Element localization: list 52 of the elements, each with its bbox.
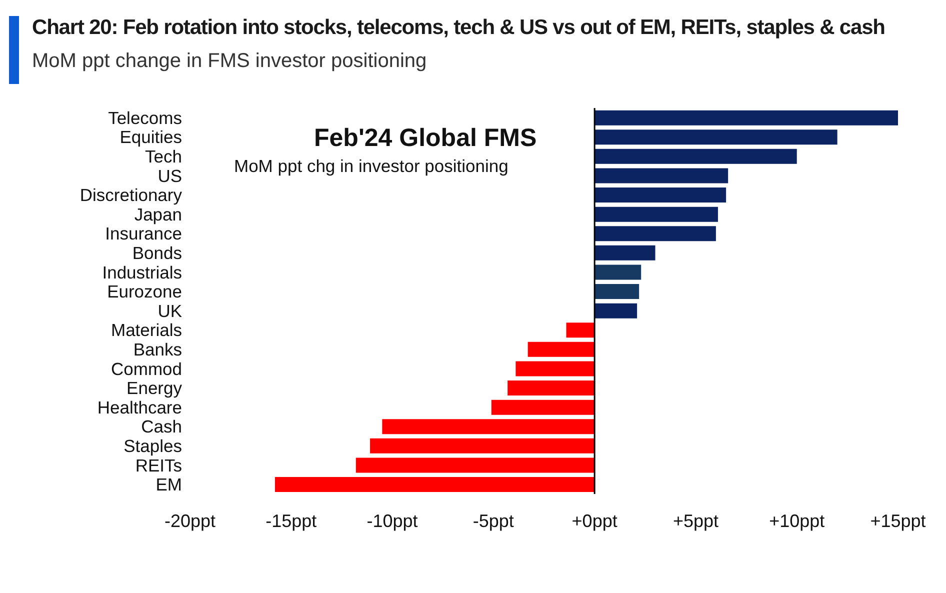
- chart-subtitle: MoM ppt change in FMS investor positioning: [32, 50, 427, 73]
- bar: [382, 419, 595, 434]
- y-tick-label: REITs: [135, 455, 182, 476]
- y-tick-label: UK: [158, 300, 182, 321]
- y-tick-label: EM: [156, 474, 182, 495]
- bar: [356, 458, 595, 473]
- bar: [594, 226, 716, 242]
- annotation: MoM ppt chg in investor positioning: [234, 156, 508, 177]
- y-tick-label: Materials: [111, 320, 182, 340]
- bar: [491, 400, 595, 415]
- y-tick-label: Telecoms: [108, 108, 182, 128]
- bar: [594, 188, 726, 203]
- annotation: Feb'24 Global FMS: [314, 124, 537, 153]
- y-tick-label: Staples: [124, 436, 182, 456]
- y-tick-label: Industrials: [102, 262, 182, 282]
- y-tick-label: Healthcare: [97, 397, 182, 418]
- bar: [594, 130, 838, 145]
- bar: [594, 264, 642, 280]
- y-tick-label: Eurozone: [107, 282, 182, 302]
- bar: [528, 342, 595, 357]
- y-tick-label: Bonds: [132, 242, 182, 263]
- bar: [516, 361, 595, 376]
- x-tick-label: -10ppt: [366, 510, 418, 531]
- x-tick-label: +15ppt: [870, 510, 926, 531]
- bar: [594, 303, 638, 318]
- y-tick-label: Energy: [126, 378, 182, 398]
- bar: [274, 477, 595, 492]
- x-tick-label: +10ppt: [769, 510, 825, 531]
- x-tick-label: -15ppt: [266, 510, 317, 531]
- y-tick-label: Insurance: [105, 224, 182, 244]
- bar: [566, 322, 595, 338]
- y-tick-label: Banks: [133, 339, 182, 360]
- bar: [594, 284, 640, 300]
- x-tick-label: -20ppt: [164, 510, 216, 531]
- y-tick-label: Discretionary: [80, 185, 182, 206]
- x-tick-label: +5ppt: [672, 510, 718, 531]
- bar: [508, 380, 595, 396]
- bar: [594, 245, 656, 260]
- y-tick-label: US: [158, 166, 182, 186]
- bar: [594, 206, 718, 222]
- x-tick-label: +0ppt: [572, 510, 618, 531]
- bar: [594, 148, 797, 164]
- y-tick-label: Tech: [145, 146, 182, 166]
- bar: [594, 168, 728, 184]
- y-tick-label: Japan: [134, 204, 182, 224]
- bar: [370, 438, 595, 454]
- y-tick-label: Equities: [120, 127, 182, 148]
- x-tick-label: -5ppt: [472, 510, 514, 531]
- y-tick-label: Cash: [141, 416, 182, 437]
- bar: [594, 110, 898, 126]
- chart-title: Chart 20: Feb rotation into stocks, telecoms, tech & US vs out of EM, REITs, staples & cash: [32, 16, 885, 40]
- y-tick-label: Commod: [111, 358, 182, 379]
